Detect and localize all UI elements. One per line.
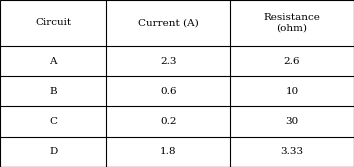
Text: 0.6: 0.6 xyxy=(160,87,176,96)
Text: 1.8: 1.8 xyxy=(160,147,176,156)
Text: Circuit: Circuit xyxy=(35,19,71,27)
Text: 30: 30 xyxy=(285,117,299,126)
Text: 2.3: 2.3 xyxy=(160,57,176,66)
Text: 10: 10 xyxy=(285,87,299,96)
Text: C: C xyxy=(49,117,57,126)
Text: Current (A): Current (A) xyxy=(138,19,199,27)
Text: 2.6: 2.6 xyxy=(284,57,300,66)
Text: Resistance
(ohm): Resistance (ohm) xyxy=(264,13,320,33)
Text: B: B xyxy=(49,87,57,96)
Text: A: A xyxy=(49,57,57,66)
Text: 3.33: 3.33 xyxy=(280,147,304,156)
Text: 0.2: 0.2 xyxy=(160,117,176,126)
Text: D: D xyxy=(49,147,57,156)
